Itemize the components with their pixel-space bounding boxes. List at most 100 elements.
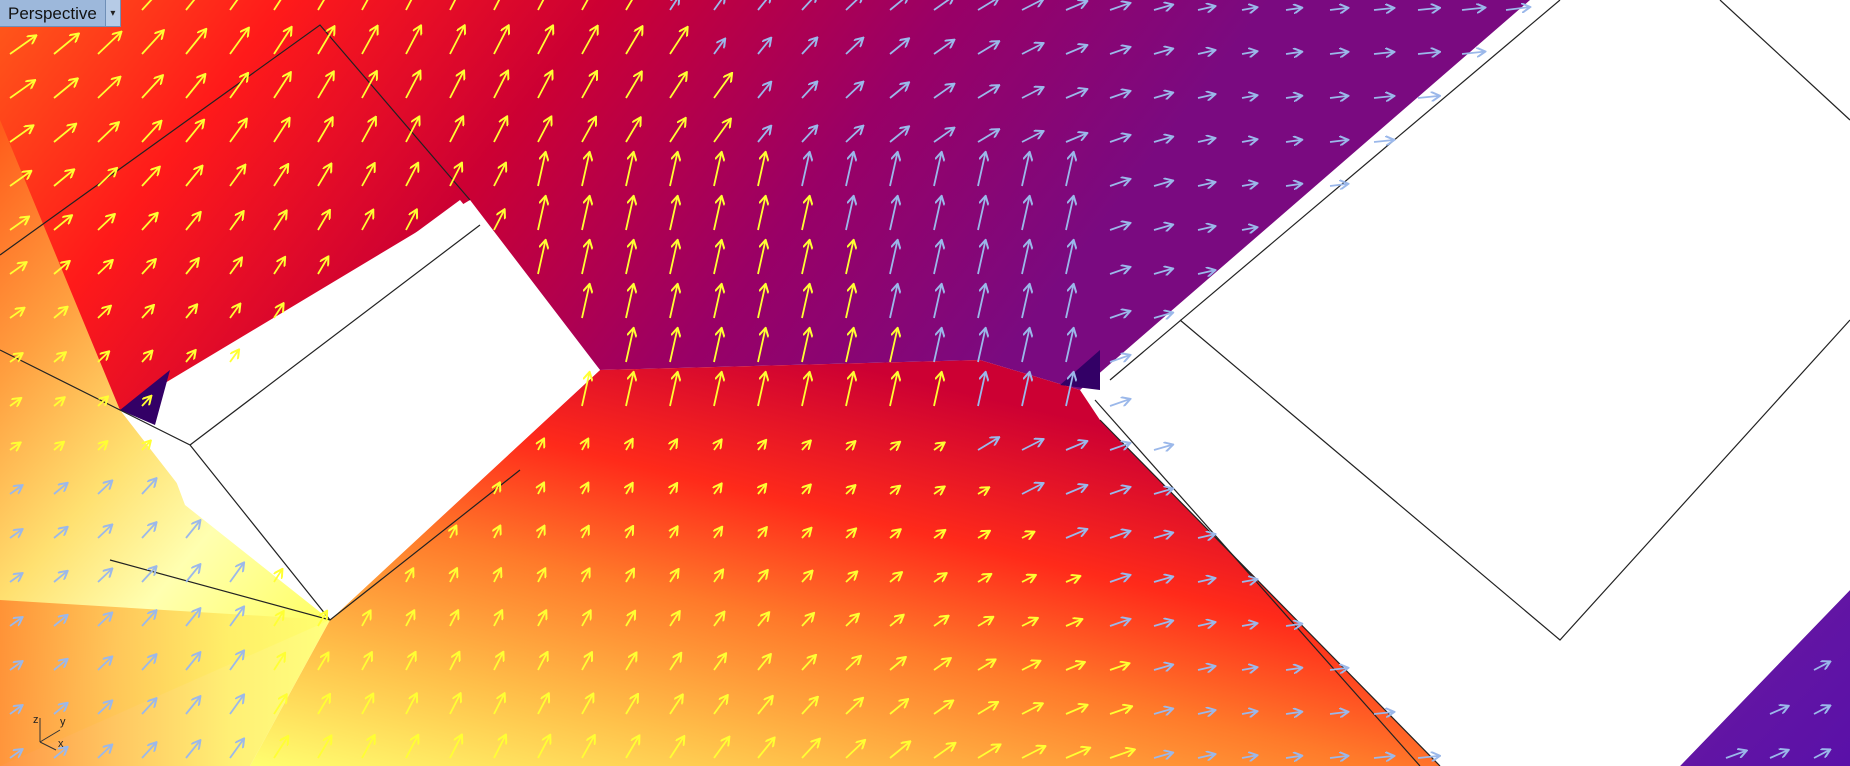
vector-arrow: [625, 612, 635, 627]
vector-arrow: [581, 736, 594, 759]
vector-arrow: [229, 166, 245, 187]
vector-arrow: [273, 570, 282, 583]
vector-arrow: [1065, 748, 1089, 759]
vector-arrow: [1373, 140, 1393, 142]
vector-arrow: [669, 285, 677, 319]
vector-arrow: [802, 485, 810, 495]
vector-arrow: [1241, 667, 1257, 670]
vector-arrow: [625, 695, 638, 715]
vector-arrow: [713, 696, 727, 715]
vector-arrow: [1329, 140, 1348, 142]
vector-arrow: [933, 443, 944, 450]
vector-arrow: [1769, 750, 1788, 759]
vector-arrow: [97, 613, 112, 627]
vector-arrow: [1197, 710, 1215, 714]
vector-arrow: [581, 611, 590, 627]
vector-arrow: [361, 736, 374, 759]
vector-arrow: [361, 118, 375, 143]
dropdown-arrow-icon[interactable]: ▾: [104, 0, 120, 26]
vector-arrow: [669, 28, 687, 55]
vector-arrow: [889, 197, 897, 231]
vector-arrow: [889, 573, 901, 583]
vector-arrow: [802, 441, 810, 451]
vector-arrow: [801, 285, 809, 319]
vector-arrow: [538, 439, 544, 451]
vector-arrow: [1065, 441, 1086, 451]
vector-arrow: [317, 211, 329, 231]
vector-arrow: [361, 27, 377, 55]
vector-arrow: [669, 241, 677, 275]
vector-arrow: [845, 741, 864, 759]
vector-arrow: [538, 569, 545, 583]
vector-arrow: [1065, 662, 1084, 671]
vector-arrow: [141, 743, 156, 759]
vector-arrow: [142, 441, 150, 451]
vector-arrow: [1065, 45, 1086, 55]
vector-arrow: [229, 29, 248, 55]
vector-arrow: [977, 438, 998, 451]
vector-arrow: [713, 119, 730, 143]
vector-arrow: [933, 40, 954, 55]
vector-arrow: [405, 0, 413, 11]
vector-arrow: [933, 84, 954, 99]
vector-arrow: [1373, 756, 1393, 758]
vector-arrow: [53, 170, 74, 187]
vector-arrow: [53, 571, 67, 583]
vector-arrow: [801, 571, 812, 583]
vector-arrow: [1109, 311, 1130, 319]
vector-arrow: [977, 86, 998, 99]
vector-arrow: [933, 616, 948, 627]
vector-arrow: [1417, 756, 1439, 758]
vector-arrow: [185, 30, 206, 55]
viewport-tab[interactable]: Perspective ▾: [0, 0, 121, 27]
vector-arrow: [757, 241, 765, 275]
vector-arrow: [97, 77, 120, 99]
vector-arrow: [801, 373, 809, 407]
vector-arrow: [405, 210, 416, 231]
vector-arrow: [1153, 181, 1172, 186]
vector-arrow: [757, 571, 767, 583]
vector-arrow: [449, 71, 464, 99]
vector-arrow: [1153, 577, 1172, 582]
vector-arrow: [845, 699, 862, 715]
vector-arrow: [494, 526, 500, 539]
vector-arrow: [1109, 355, 1130, 363]
vector-arrow: [141, 397, 151, 407]
vector-arrow: [669, 329, 677, 363]
vector-arrow: [1021, 618, 1037, 627]
vector-arrow: [53, 527, 67, 539]
vector-arrow: [537, 653, 547, 671]
vector-arrow: [53, 615, 67, 627]
vector-arrow: [405, 117, 419, 143]
vector-arrow: [1769, 706, 1788, 715]
vector-arrow: [1065, 285, 1073, 319]
vector-arrow: [758, 441, 766, 451]
vector-arrow: [229, 651, 244, 671]
vector-arrow: [845, 82, 863, 99]
vector-arrow: [801, 241, 809, 275]
vector-arrow: [141, 699, 156, 715]
vector-arrow: [977, 575, 991, 583]
vector-arrow: [1109, 443, 1130, 451]
vector-arrow: [97, 569, 112, 583]
viewport-title[interactable]: Perspective: [8, 4, 97, 23]
vector-arrow: [933, 241, 941, 275]
vector-arrow: [141, 655, 156, 671]
vector-arrow: [1285, 140, 1301, 142]
vector-arrow: [1417, 8, 1439, 10]
vector-arrow: [977, 531, 989, 538]
vector-arrow: [1065, 373, 1073, 407]
vector-arrow: [229, 74, 248, 99]
vector-arrow: [361, 611, 370, 627]
vector-arrow: [933, 487, 944, 494]
vector-arrow: [889, 486, 899, 494]
vector-arrow: [493, 117, 507, 143]
vector-arrow: [361, 72, 376, 99]
vector-arrow: [1065, 529, 1086, 539]
vector-arrow: [757, 329, 765, 363]
vector-arrow: [625, 118, 640, 143]
vector-arrow: [9, 399, 21, 407]
vector-arrow: [9, 662, 22, 671]
